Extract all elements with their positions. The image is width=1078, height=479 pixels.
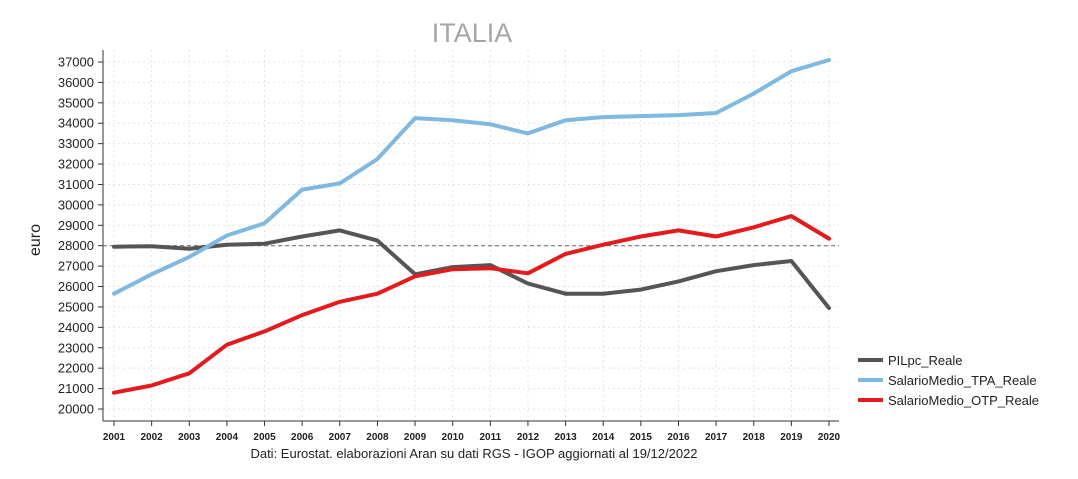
x-tick-label: 2016 (667, 432, 690, 443)
x-tick-label: 2008 (366, 432, 389, 443)
x-tick-label: 2009 (404, 432, 427, 443)
x-tick-label: 2018 (743, 432, 766, 443)
x-tick-label: 2014 (592, 432, 615, 443)
legend: PILpc_Reale SalarioMedio_TPA_Reale Salario… (858, 353, 1039, 408)
y-tick-label: 28000 (58, 238, 94, 253)
y-tick-label: 32000 (58, 157, 94, 172)
series-lines (112, 58, 831, 395)
legend-label: SalarioMedio_TPA_Reale (888, 373, 1037, 388)
x-tick-label: 2012 (517, 432, 540, 443)
y-tick-label: 35000 (58, 95, 94, 110)
x-tick-label: 2013 (554, 432, 577, 443)
y-axis-ticks: 20000 21000 22000 23000 24000 25000 26000 27000… (58, 55, 103, 417)
y-tick-label: 20000 (58, 402, 94, 417)
series-line-pilpc-reale (112, 228, 831, 310)
x-tick-label: 2001 (103, 432, 126, 443)
x-tick-label: 2005 (253, 432, 276, 443)
y-tick-label: 21000 (58, 381, 94, 396)
x-tick-label: 2007 (329, 432, 352, 443)
y-tick-label: 29000 (58, 218, 94, 233)
x-tick-label: 2020 (818, 432, 841, 443)
x-tick-label: 2010 (442, 432, 465, 443)
y-tick-label: 27000 (58, 259, 94, 274)
y-tick-label: 36000 (58, 75, 94, 90)
y-tick-label: 33000 (58, 136, 94, 151)
y-tick-label: 34000 (58, 116, 94, 131)
x-tick-label: 2006 (291, 432, 314, 443)
x-tick-label: 2015 (630, 432, 653, 443)
y-tick-label: 30000 (58, 197, 94, 212)
y-tick-label: 22000 (58, 361, 94, 376)
y-tick-label: 37000 (58, 55, 94, 70)
y-tick-label: 31000 (58, 177, 94, 192)
x-tick-label: 2011 (479, 432, 501, 443)
y-tick-label: 26000 (58, 279, 94, 294)
legend-label: SalarioMedio_OTP_Reale (888, 393, 1039, 408)
x-tick-label: 2019 (780, 432, 803, 443)
chart-title: ITALIA (432, 18, 513, 48)
y-tick-label: 24000 (58, 320, 94, 335)
y-tick-label: 23000 (58, 340, 94, 355)
series-line-salariomedio-tpa-reale (112, 58, 831, 296)
x-tick-label: 2003 (178, 432, 201, 443)
x-tick-label: 2004 (216, 432, 239, 443)
legend-label: PILpc_Reale (888, 353, 962, 368)
series-line-salariomedio-otp-reale (112, 214, 831, 395)
y-axis-label: euro (27, 224, 44, 256)
source-note: Dati: Eurostat. elaborazioni Aran su dat… (250, 446, 697, 461)
x-tick-label: 2002 (141, 432, 164, 443)
x-axis-ticks: 2001 2002 2003 2004 2005 2006 2007 2008 2009 2010… (103, 421, 841, 443)
y-tick-label: 25000 (58, 299, 94, 314)
x-tick-label: 2017 (705, 432, 728, 443)
